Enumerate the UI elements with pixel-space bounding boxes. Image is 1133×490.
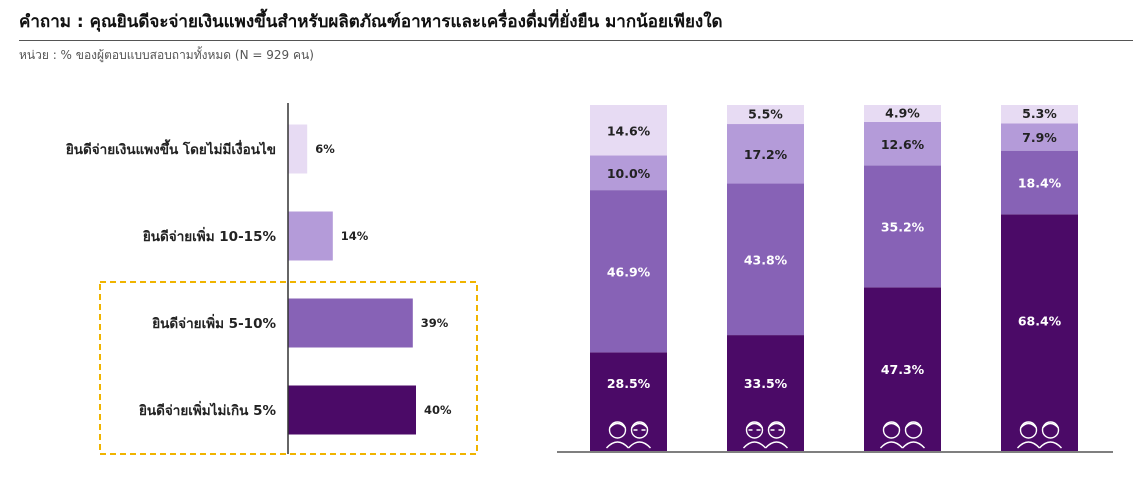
segment-value-label: 33.5%	[744, 376, 788, 391]
segment-value-label: 35.2%	[881, 219, 925, 234]
segment-value-label: 4.9%	[885, 105, 920, 120]
segment-value-label: 46.9%	[607, 264, 651, 279]
bar-value-label: 6%	[315, 142, 335, 156]
hbar	[288, 124, 308, 174]
segment-value-label: 43.8%	[744, 252, 788, 267]
segment-value-label: 18.4%	[1018, 176, 1062, 191]
title-divider	[19, 40, 1133, 41]
stack-segment	[727, 105, 804, 125]
stack-segment	[590, 105, 667, 156]
segment-value-label: 28.5%	[607, 376, 651, 391]
category-label: ยินดีจ่ายเพิ่ม 10-15%	[143, 226, 277, 245]
stack-segment	[590, 190, 667, 353]
hbar	[288, 211, 333, 261]
category-label: ยินดีจ่ายเงินแพงขึ้น โดยไม่มีเงื่อนไข	[66, 139, 276, 158]
page-title: คำถาม : คุณยินดีจะจ่ายเงินแพงขึ้นสำหรับผ…	[19, 12, 723, 32]
stack-segment	[864, 105, 941, 122]
segment-value-label: 17.2%	[744, 147, 788, 162]
bar-value-label: 39%	[421, 316, 449, 330]
hbar	[288, 385, 416, 435]
segment-value-label: 10.0%	[607, 166, 651, 181]
stack-segment	[1001, 150, 1078, 215]
stack-segment	[590, 155, 667, 191]
segment-value-label: 47.3%	[881, 362, 925, 377]
highlight-box	[99, 281, 478, 455]
stack-segment	[864, 165, 941, 288]
stacked-bar-chart: 28.5% 46.9% 10.0% 14.6% 33.5% 43.8% 17.2% 5.5% 4…	[557, 105, 1113, 453]
stack-segment	[727, 124, 804, 184]
teen-couple-icon	[1016, 421, 1063, 449]
stack-segment	[1001, 105, 1078, 124]
bar-value-label: 40%	[424, 403, 452, 417]
stack-segment	[1001, 123, 1078, 151]
segment-value-label: 5.3%	[1022, 106, 1057, 121]
segment-value-label: 68.4%	[1018, 314, 1062, 329]
hbar	[288, 298, 413, 348]
stack-segment	[590, 352, 667, 451]
stack-segment	[727, 335, 804, 451]
segment-value-label: 7.9%	[1022, 130, 1057, 145]
segment-value-label: 14.6%	[607, 123, 651, 138]
chart-subtitle: หน่วย : % ของผู้ตอบแบบสอบถามทั้งหมด (N =…	[19, 48, 314, 62]
young-couple-icon	[879, 421, 926, 449]
stack-segment	[864, 287, 941, 451]
stack-segment	[727, 183, 804, 336]
category-label: ยินดีจ่ายเพิ่มไม่เกิน 5%	[139, 400, 277, 419]
category-label: ยินดีจ่ายเพิ่ม 5-10%	[152, 313, 276, 332]
horizontal-bar-chart: ยินดีจ่ายเงินแพงขึ้น โดยไม่มีเงื่อนไข 6% ย…	[66, 103, 478, 455]
stack-segment	[864, 121, 941, 166]
segment-value-label: 5.5%	[748, 107, 783, 122]
bar-value-label: 14%	[341, 229, 369, 243]
glasses-couple-icon	[742, 421, 789, 449]
stack-segment	[1001, 214, 1078, 451]
segment-value-label: 12.6%	[881, 137, 925, 152]
elderly-couple-icon	[605, 421, 652, 449]
